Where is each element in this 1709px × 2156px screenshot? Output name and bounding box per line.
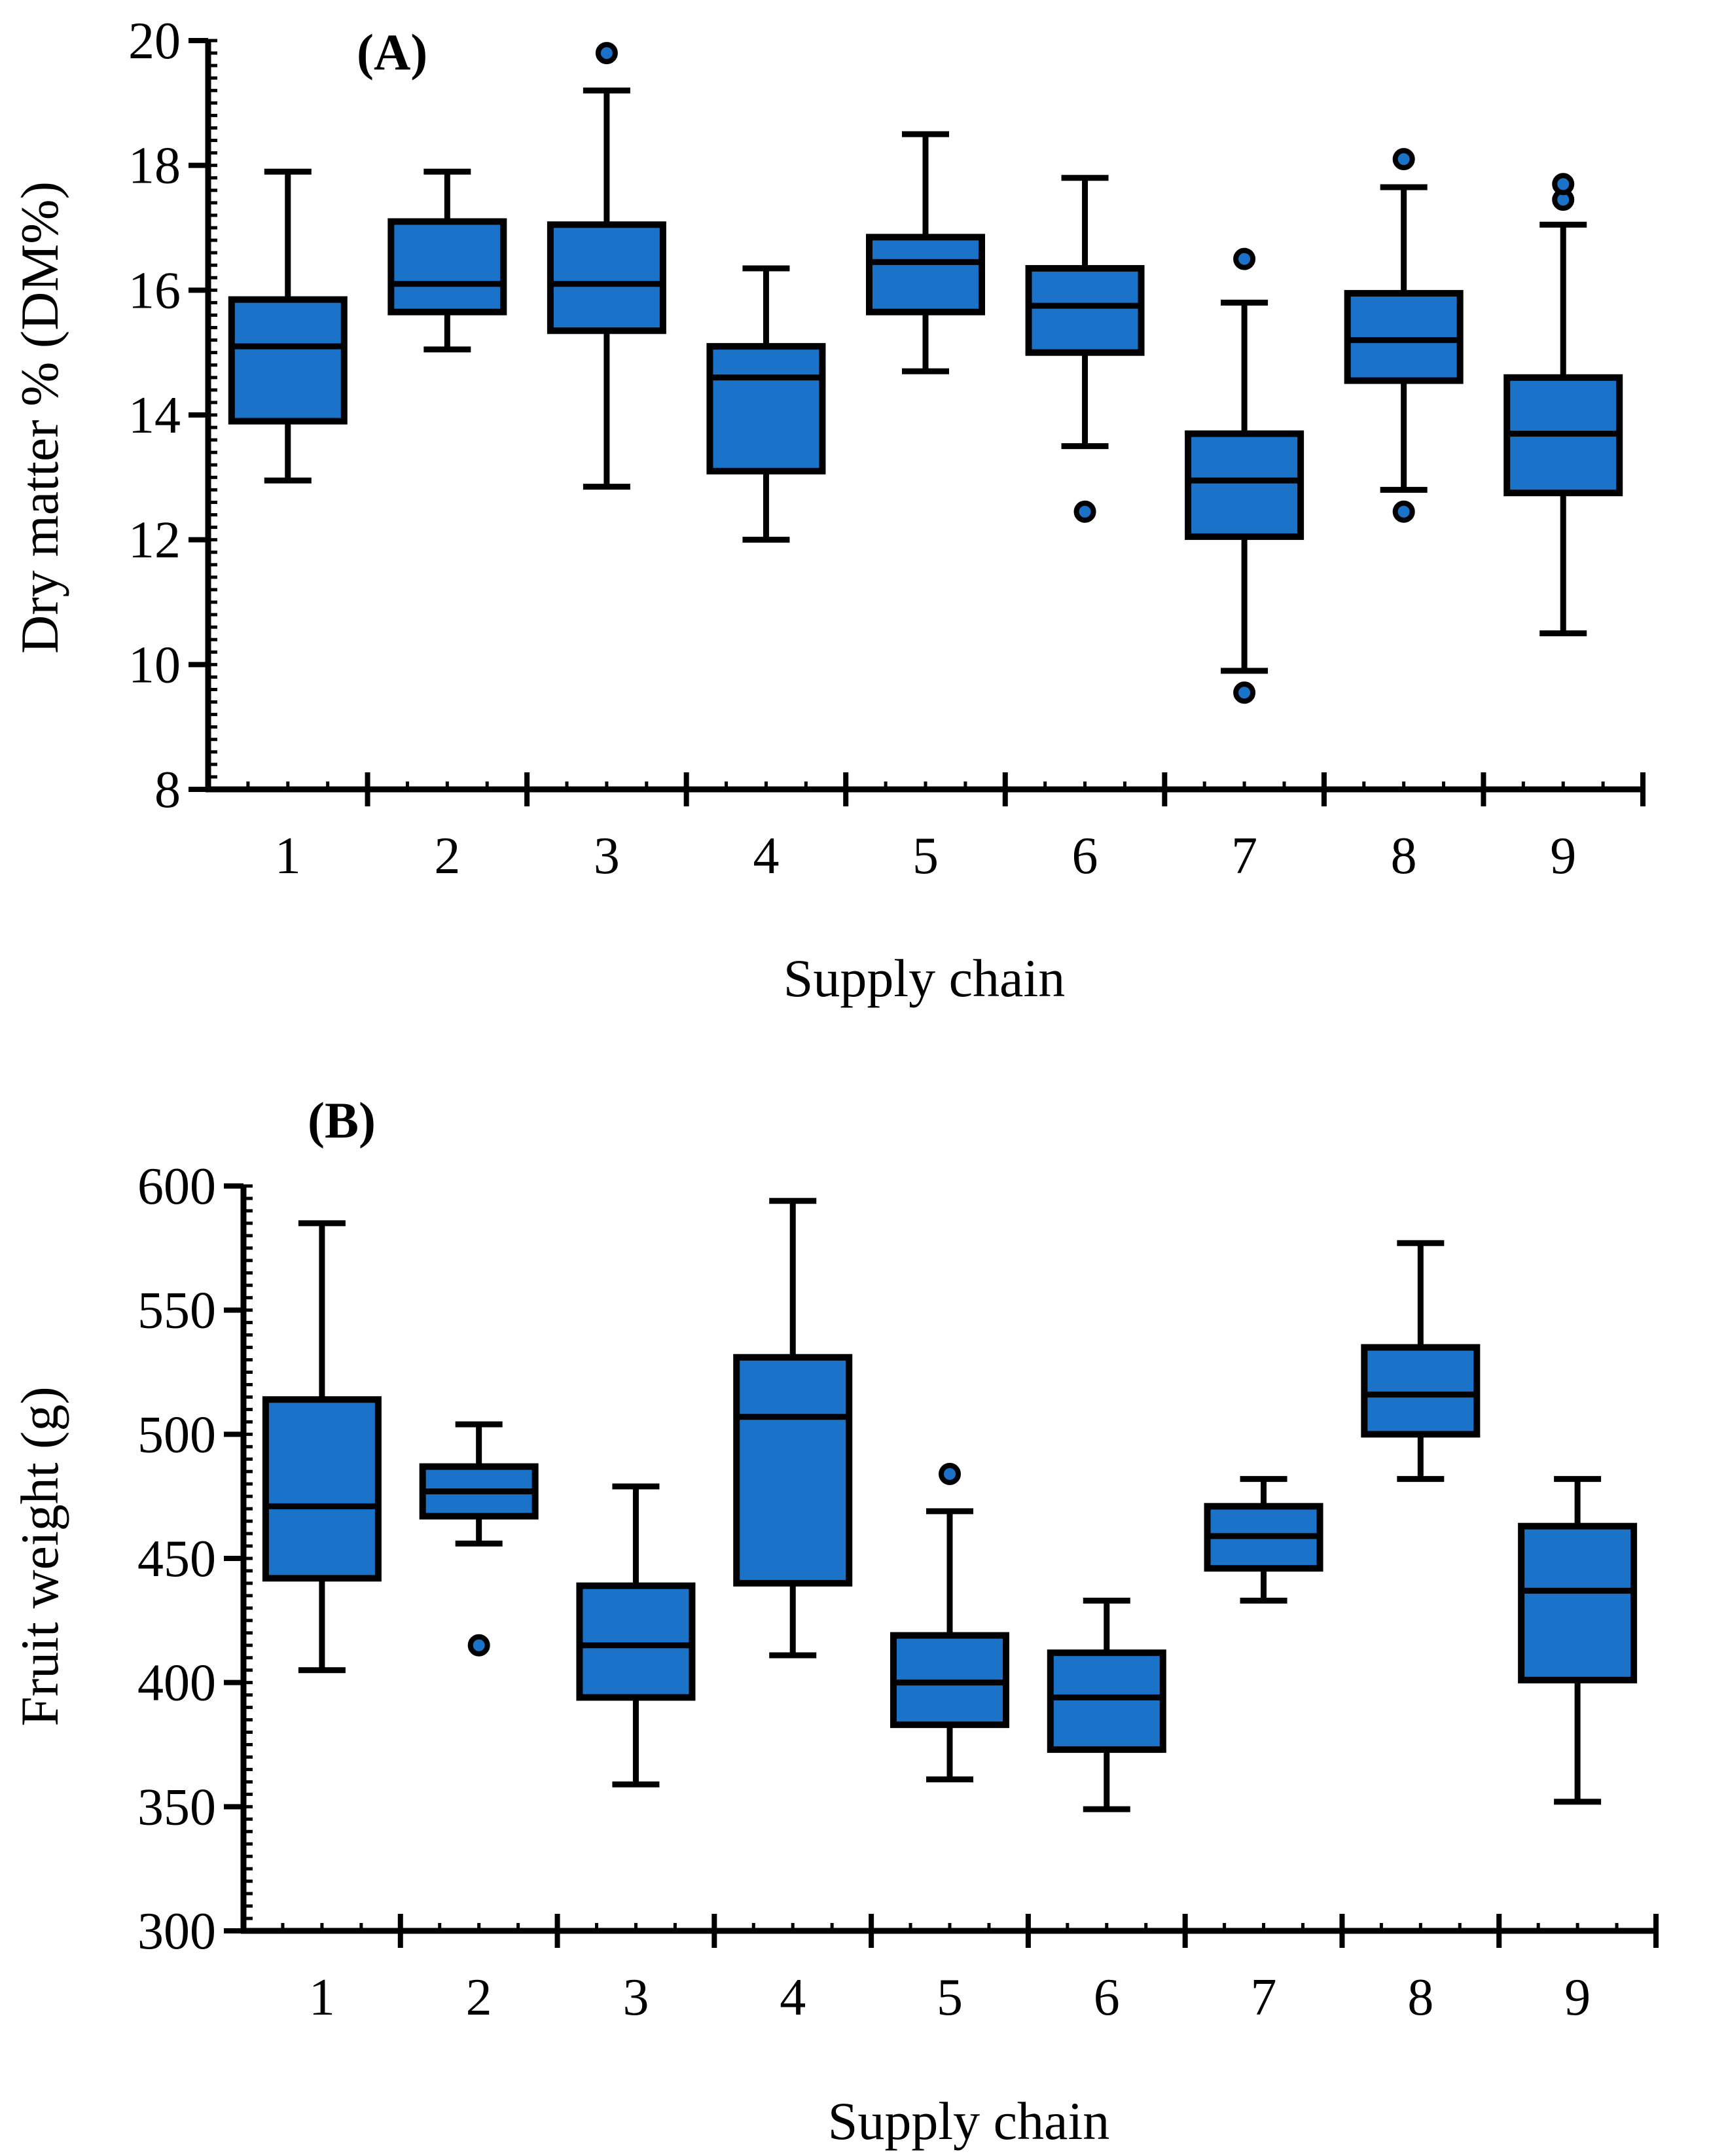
panel-b-box-8 — [1361, 1240, 1481, 1482]
panel-b-chart: (B) Supply chain Fruit weight (g) 300350… — [10, 1092, 1659, 2151]
panel-b-x-tick-label: 2 — [466, 1969, 492, 2026]
panel-a-x-tick-label: 6 — [1072, 827, 1098, 885]
panel-b-y-tick-label: 350 — [137, 1778, 216, 1836]
panel-a-y-tick-label: 12 — [128, 512, 181, 569]
panel-b-box-2 — [419, 1421, 539, 1657]
iqr-box — [387, 218, 507, 315]
iqr-box — [1047, 1649, 1166, 1753]
panel-b-box-6 — [1047, 1597, 1166, 1812]
panel-a-x-tick-label: 2 — [434, 827, 460, 885]
panel-b-box-3 — [576, 1483, 696, 1788]
panel-a-x-axis-title: Supply chain — [783, 948, 1065, 1008]
outlier-point — [1552, 173, 1575, 196]
iqr-box — [228, 296, 348, 425]
iqr-box — [706, 343, 826, 475]
panel-b-x-tick-label: 6 — [1094, 1969, 1120, 2026]
panel-b-y-tick-label: 550 — [137, 1282, 216, 1340]
outlier-point — [939, 1463, 961, 1486]
panel-a-box-5 — [866, 131, 985, 374]
iqr-box — [733, 1354, 853, 1587]
panel-a-box-7 — [1185, 247, 1304, 704]
panel-a-x-tick-label: 3 — [594, 827, 620, 885]
panel-a-box-6 — [1025, 175, 1145, 523]
panel-a-x-tick-label: 8 — [1391, 827, 1417, 885]
panel-a-x-tick-label: 1 — [275, 827, 301, 885]
panel-b-box-4 — [733, 1198, 853, 1659]
panel-b-x-tick-label: 9 — [1564, 1969, 1591, 2026]
panel-b-y-tick-label: 450 — [137, 1530, 216, 1588]
panel-a-x-tick-label: 7 — [1231, 827, 1257, 885]
panel-b-y-tick-label: 400 — [137, 1655, 216, 1712]
panel-b-x-tick-label: 4 — [780, 1969, 806, 2026]
panel-b-label: (B) — [308, 1092, 376, 1149]
panel-b-x-tick-label: 5 — [937, 1969, 963, 2026]
panel-b-x-tick-label: 8 — [1407, 1969, 1433, 2026]
panel-a-box-2 — [387, 168, 507, 353]
iqr-box — [866, 234, 985, 315]
panel-a-box-3 — [547, 42, 666, 490]
panel-a-y-tick-label: 20 — [128, 12, 181, 70]
iqr-box — [576, 1582, 696, 1701]
panel-a-chart: (A) Supply chain Dry matter % (DM%) 8 10 1… — [10, 12, 1646, 1008]
panel-b-box-1 — [262, 1220, 382, 1674]
outlier-point — [1233, 681, 1256, 704]
panel-b-x-tick-label: 3 — [622, 1969, 649, 2026]
iqr-box — [1518, 1522, 1638, 1683]
panel-b-x-axis-title: Supply chain — [828, 2091, 1109, 2151]
outlier-point — [1392, 500, 1415, 523]
outlier-point — [1392, 148, 1415, 171]
panel-b-x-tick-label: 7 — [1251, 1969, 1277, 2026]
panel-b-x-tick-label: 1 — [309, 1969, 335, 2026]
outlier-point — [467, 1634, 490, 1657]
panel-a-y-tick-label: 18 — [128, 137, 181, 195]
panel-a-y-tick-label: 16 — [128, 262, 181, 319]
panel-a-y-tick-label: 14 — [128, 387, 181, 444]
panel-b-y-axis-title: Fruit weight (g) — [10, 1386, 69, 1726]
panel-b-box-7 — [1204, 1476, 1323, 1604]
iqr-box — [1361, 1344, 1481, 1438]
iqr-box — [1344, 290, 1464, 384]
outlier-point — [1233, 247, 1256, 270]
panel-a-y-tick-label: 10 — [128, 636, 181, 694]
panel-b-box-9 — [1518, 1476, 1638, 1805]
panel-a-x-tick-label: 9 — [1550, 827, 1576, 885]
panel-a-box-1 — [228, 168, 348, 484]
panel-a-y-axis-title: Dry matter % (DM%) — [10, 181, 69, 654]
iqr-box — [547, 221, 666, 334]
panel-a-x-tick-label: 5 — [912, 827, 939, 885]
panel-b-y-tick-label: 300 — [137, 1903, 216, 1960]
iqr-box — [1185, 430, 1304, 540]
outlier-point — [595, 42, 618, 65]
panel-a-box-4 — [706, 265, 826, 543]
panel-a-box-9 — [1503, 173, 1623, 637]
outlier-point — [1073, 500, 1096, 523]
panel-a-label: (A) — [357, 24, 427, 81]
iqr-box — [1025, 264, 1145, 356]
panel-a-x-tick-label: 4 — [753, 827, 779, 885]
panel-b-y-tick-label: 500 — [137, 1406, 216, 1464]
panel-b-y-tick-label: 600 — [137, 1158, 216, 1215]
iqr-box — [262, 1396, 382, 1582]
panel-b-box-5 — [890, 1463, 1009, 1783]
panel-a-box-8 — [1344, 148, 1464, 523]
panel-a-y-tick-label: 8 — [154, 761, 181, 819]
